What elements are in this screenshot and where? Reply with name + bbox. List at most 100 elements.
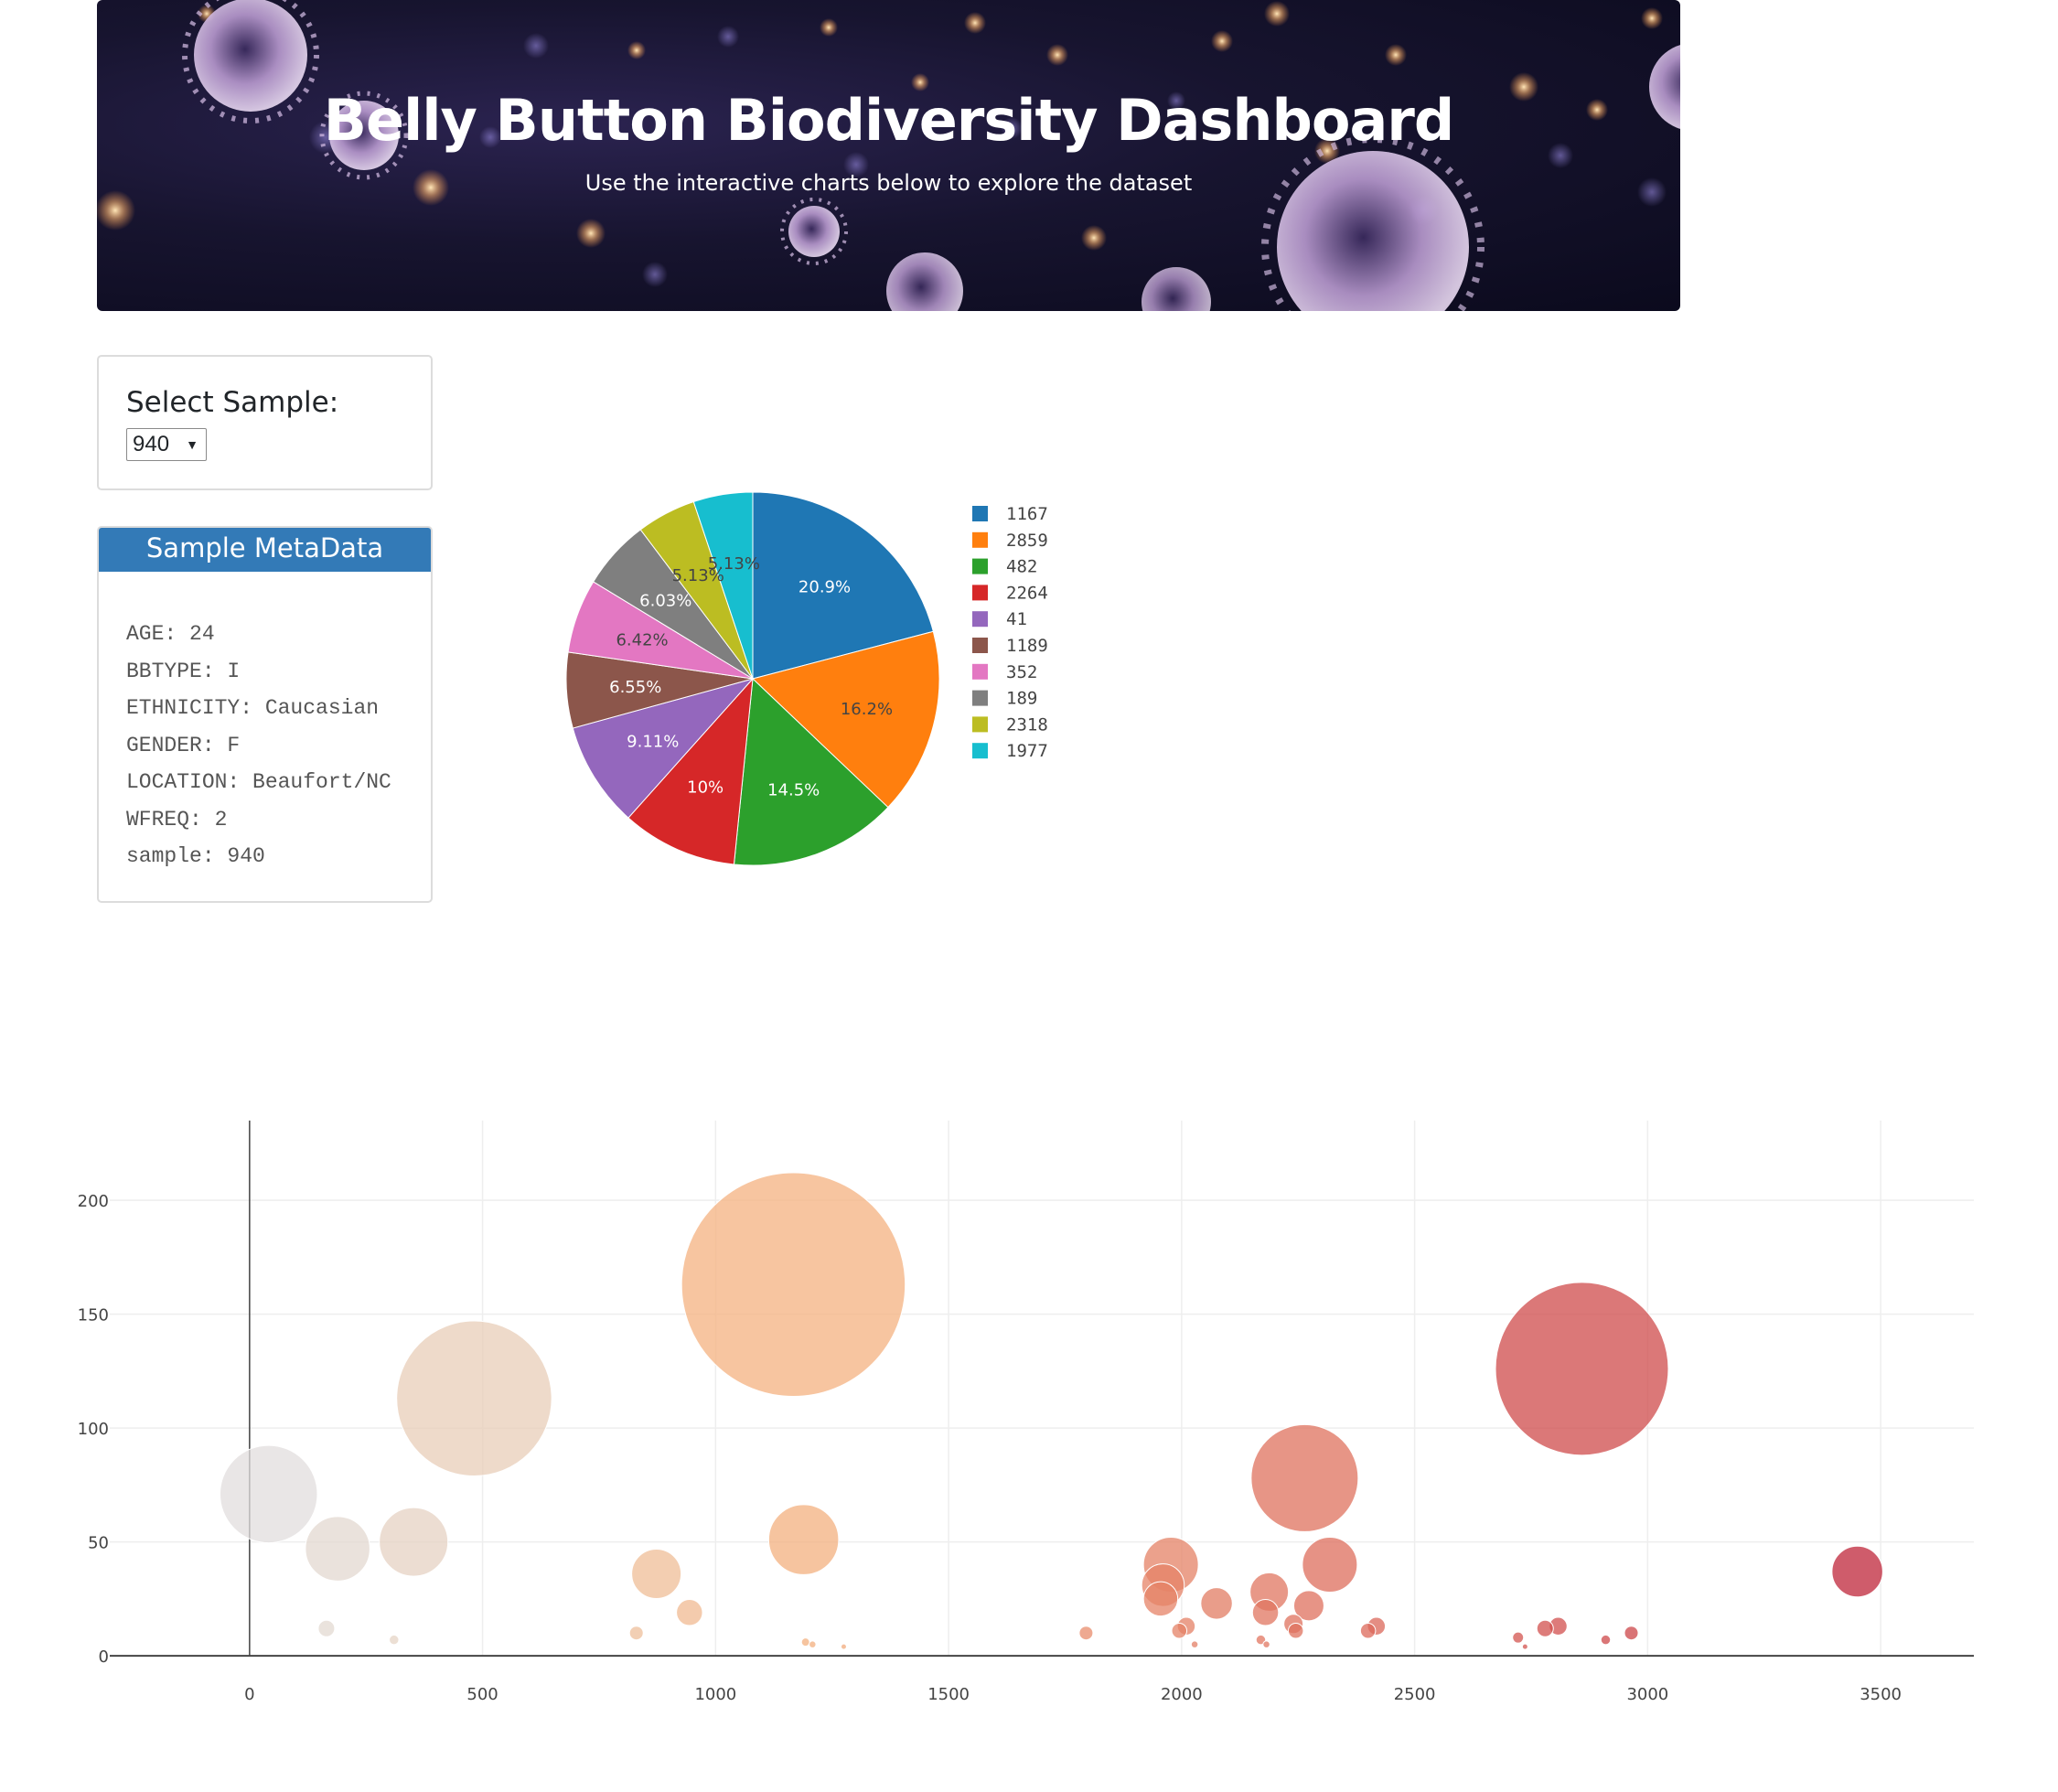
legend-label[interactable]: 482 (1006, 557, 1037, 577)
bubble-point[interactable] (681, 1172, 906, 1398)
legend-swatch[interactable] (972, 663, 988, 680)
x-tick-label: 1500 (927, 1685, 970, 1704)
bubble-point[interactable] (379, 1507, 449, 1577)
pie-percent-label: 16.2% (841, 700, 893, 719)
bubble-point[interactable] (676, 1599, 703, 1626)
legend-swatch[interactable] (972, 638, 988, 653)
bubble-point[interactable] (840, 1643, 847, 1650)
bubble-point[interactable] (631, 1548, 682, 1599)
bubble-point[interactable] (1171, 1622, 1188, 1639)
bubble-point[interactable] (1190, 1640, 1199, 1648)
bubble-axes (110, 1121, 1974, 1658)
bubble-point[interactable] (1831, 1545, 1883, 1598)
x-tick-label: 3000 (1626, 1685, 1668, 1704)
bubble-point[interactable] (305, 1516, 370, 1582)
page-title: Belly Button Biodiversity Dashboard (323, 87, 1455, 154)
legend-label[interactable]: 1189 (1006, 636, 1048, 656)
bubble-points[interactable] (219, 1172, 1883, 1650)
bacteria-background-image (97, 0, 1680, 311)
legend-swatch[interactable] (972, 611, 988, 628)
header-banner: Belly Button Biodiversity Dashboard Use … (97, 0, 1680, 311)
pie-slice-482[interactable] (733, 677, 889, 866)
bubble-point[interactable] (1078, 1626, 1094, 1641)
y-tick-label: 0 (99, 1647, 109, 1667)
bubble-point[interactable] (767, 1504, 840, 1575)
legend-label[interactable]: 1977 (1006, 741, 1048, 761)
pie-slices[interactable] (565, 491, 940, 866)
bubble-point[interactable] (1521, 1643, 1528, 1650)
bubble-chart[interactable]: 0 500 1000 1500 2000 2500 3000 3500 0 50 100 150 200 (0, 1098, 2058, 1756)
select-sample-card: Select Sample: 940 ▼ (97, 355, 433, 490)
legend-label[interactable]: 2264 (1006, 583, 1048, 603)
bacteria-cells (182, 0, 1680, 311)
bubble-point[interactable] (1200, 1587, 1233, 1620)
bubble-tick-labels: 0 500 1000 1500 2000 2500 3000 3500 0 50 100 150 200 (78, 1192, 1902, 1704)
x-tick-label: 2000 (1161, 1685, 1203, 1704)
bubble-point[interactable] (1262, 1640, 1270, 1648)
pie-slice-2264[interactable] (627, 677, 754, 865)
pie-legend[interactable]: 1167 2859 482 2264 41 1189 352 189 2318 1977 (972, 504, 1048, 761)
legend-swatch[interactable] (972, 558, 988, 574)
bubble-point[interactable] (1359, 1622, 1377, 1639)
x-tick-label: 3500 (1860, 1685, 1902, 1704)
legend-label[interactable]: 2859 (1006, 531, 1048, 551)
legend-label[interactable]: 1167 (1006, 504, 1048, 524)
bubble-grid (110, 1121, 1974, 1657)
pie-percent-label: 5.13% (708, 554, 760, 574)
metadata-sample: sample: 940 (126, 844, 265, 868)
legend-swatch[interactable] (972, 531, 988, 548)
bubble-point[interactable] (1536, 1619, 1554, 1637)
sample-select-dropdown[interactable]: 940 ▼ (126, 428, 207, 461)
legend-swatch[interactable] (972, 585, 988, 601)
x-tick-label: 0 (244, 1685, 254, 1704)
pie-slice-1167[interactable] (752, 491, 934, 680)
bubble-point[interactable] (1600, 1634, 1612, 1646)
bubble-point[interactable] (1250, 1423, 1359, 1532)
metadata-location: LOCATION: Beaufort/NC (126, 770, 391, 794)
bubble-point[interactable] (809, 1640, 817, 1648)
pie-percent-label: 6.03% (639, 592, 691, 611)
legend-label[interactable]: 352 (1006, 662, 1037, 682)
metadata-bbtype: BBTYPE: I (126, 659, 241, 683)
bubble-point[interactable] (1512, 1631, 1525, 1644)
y-tick-label: 200 (78, 1192, 109, 1211)
pie-slice-1977[interactable] (692, 491, 754, 680)
bubble-point[interactable] (1624, 1626, 1639, 1641)
pie-chart[interactable]: 20.9% 16.2% 14.5% 10% 9.11% 6.55% 6.42% 6.03% 5.… (549, 476, 1116, 896)
pie-percent-label: 20.9% (799, 577, 851, 596)
bubble-point[interactable] (1495, 1282, 1669, 1456)
pie-slice-2859[interactable] (752, 630, 940, 809)
bubble-point[interactable] (389, 1634, 400, 1646)
y-tick-label: 50 (88, 1534, 109, 1553)
sample-select-value: 940 (133, 432, 170, 456)
bubble-point[interactable] (1287, 1622, 1304, 1639)
sample-metadata-heading: Sample MetaData (99, 528, 431, 572)
x-tick-label: 500 (466, 1685, 498, 1704)
pie-slice-41[interactable] (572, 678, 755, 819)
bubble-point[interactable] (1251, 1599, 1280, 1626)
bubble-point[interactable] (800, 1637, 810, 1647)
bubble-point[interactable] (1302, 1537, 1358, 1593)
bubble-point[interactable] (219, 1444, 318, 1544)
bubble-point[interactable] (1292, 1590, 1324, 1622)
pie-percent-label: 6.55% (609, 678, 661, 697)
bubble-point[interactable] (317, 1619, 336, 1637)
legend-label[interactable]: 189 (1006, 689, 1037, 709)
legend-label[interactable]: 2318 (1006, 714, 1048, 735)
x-tick-label: 1000 (694, 1685, 736, 1704)
legend-label[interactable]: 41 (1006, 609, 1027, 629)
bubble-point[interactable] (628, 1626, 644, 1641)
legend-swatch[interactable] (972, 690, 988, 706)
pie-percent-labels: 20.9% 16.2% 14.5% 10% 9.11% 6.55% 6.42% 6.03% 5.… (609, 554, 893, 799)
legend-swatch[interactable] (972, 743, 988, 759)
select-sample-label: Select Sample: (126, 386, 339, 419)
pie-percent-label: 14.5% (767, 781, 820, 800)
bubble-point[interactable] (396, 1320, 552, 1477)
x-tick-label: 2500 (1394, 1685, 1436, 1704)
legend-swatch[interactable] (972, 716, 988, 733)
pie-percent-label: 9.11% (627, 733, 679, 752)
sample-metadata-card: Sample MetaData AGE: 24 BBTYPE: I ETHNIC… (97, 526, 433, 903)
bubble-point[interactable] (1142, 1581, 1179, 1617)
legend-swatch[interactable] (972, 506, 988, 521)
sample-metadata-list: AGE: 24 BBTYPE: I ETHNICITY: Caucasian G… (126, 616, 391, 875)
